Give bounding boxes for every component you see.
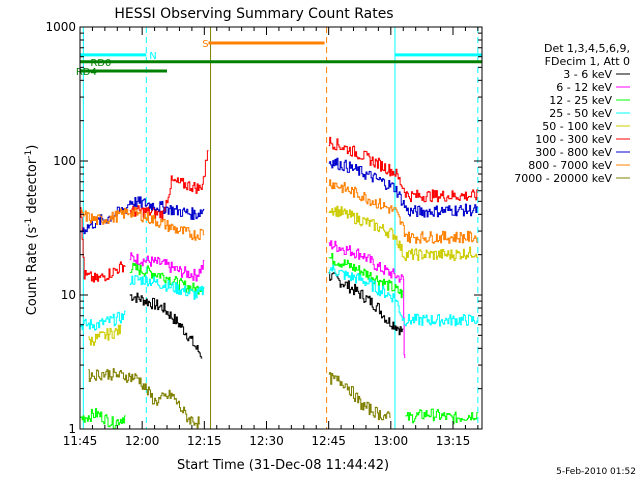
- flag-label: RD0: [90, 58, 111, 69]
- series-trace: [328, 264, 478, 327]
- x-axis: 11:45 12:00 12:15 12:30 12:45 13:00 13:15: [63, 27, 479, 448]
- y-axis-label: Count Rate (s-1 detector-1): [24, 145, 40, 316]
- series-trace: [80, 310, 126, 331]
- series-trace: [328, 253, 404, 299]
- y-tick-label: 1000: [45, 20, 76, 34]
- series-trace: [328, 240, 406, 358]
- series-trace: [129, 150, 209, 221]
- date-stamp: 5-Feb-2010 01:52: [556, 467, 636, 477]
- legend: Det 1,3,4,5,6,9, FDecim 1, Att 0 3 - 6 k…: [514, 42, 630, 185]
- legend-header-detectors: Det 1,3,4,5,6,9,: [544, 42, 630, 55]
- series-trace: [80, 206, 205, 241]
- legend-entry-label: 7000 - 20000 keV: [514, 172, 612, 185]
- series-trace: [129, 252, 205, 282]
- series-3-6-kev: [129, 272, 404, 359]
- series-trace: [80, 408, 126, 430]
- x-tick-label: 13:15: [436, 434, 471, 448]
- y-tick-label: 10: [61, 288, 76, 302]
- flag-s: S: [202, 39, 325, 50]
- series-6-12-kev: [129, 240, 406, 358]
- series-trace: [129, 275, 205, 300]
- plot-frame: [79, 26, 483, 430]
- x-tick-label: 11:45: [63, 434, 98, 448]
- x-tick-label: 12:15: [187, 434, 222, 448]
- x-tick-label: 12:00: [125, 434, 160, 448]
- y-tick-label: 100: [53, 154, 76, 168]
- series-trace: [328, 205, 478, 262]
- series-trace: [328, 179, 478, 244]
- flag-label: S: [202, 39, 208, 50]
- legend-entry-label: 100 - 300 keV: [535, 133, 612, 146]
- flag-rd0: RD0: [80, 58, 482, 69]
- legend-entry-label: 800 - 7000 keV: [528, 159, 612, 172]
- flag-rd4: RD4: [76, 67, 168, 78]
- series-100-300-kev: [80, 136, 478, 283]
- x-tick-label: 13:00: [374, 434, 409, 448]
- series-25-50-kev: [80, 264, 478, 331]
- series-trace: [328, 372, 391, 421]
- legend-entry-label: 3 - 6 keV: [563, 68, 612, 81]
- series-trace: [328, 136, 478, 203]
- x-tick-label: 12:45: [311, 434, 346, 448]
- legend-entry-label: 6 - 12 keV: [556, 81, 612, 94]
- legend-entry-label: 300 - 800 keV: [535, 146, 612, 159]
- legend-entry-label: 50 - 100 keV: [542, 120, 612, 133]
- flag-label: N: [149, 51, 156, 62]
- series-trace: [405, 408, 478, 425]
- legend-header-decimation: FDecim 1, Att 0: [545, 55, 630, 68]
- legend-entry-label: 25 - 50 keV: [549, 107, 612, 120]
- y-axis: 1 10 100 1000: [45, 20, 482, 436]
- series-800-7000-kev: [80, 179, 478, 244]
- series-trace: [328, 157, 478, 218]
- series-trace: [328, 272, 404, 336]
- legend-entry-label: 12 - 25 keV: [549, 94, 612, 107]
- y-tick-label: 1: [68, 422, 76, 436]
- x-axis-label: Start Time (31-Dec-08 11:44:42): [177, 458, 389, 473]
- x-tick-label: 12:30: [249, 434, 284, 448]
- flag-label: RD4: [76, 67, 97, 78]
- series-trace: [129, 292, 203, 359]
- series-12-25-kev: [80, 253, 478, 430]
- flag-n: N: [80, 51, 482, 62]
- chart-title: HESSI Observing Summary Count Rates: [114, 6, 393, 22]
- series-trace: [88, 324, 122, 346]
- series-trace: [80, 207, 126, 283]
- series-7000-20000-kev: [88, 368, 391, 429]
- series-50-100-kev: [88, 205, 478, 346]
- series-trace: [88, 368, 201, 429]
